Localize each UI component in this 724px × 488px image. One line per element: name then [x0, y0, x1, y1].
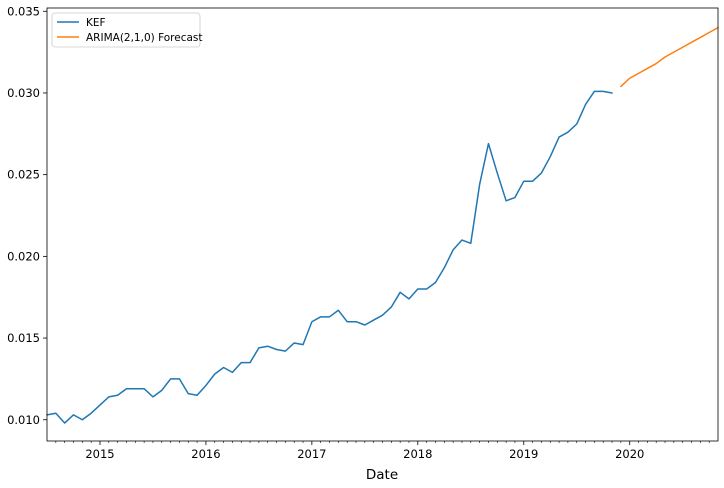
legend: KEF ARIMA(2,1,0) Forecast	[51, 12, 203, 48]
x-axis-title: Date	[366, 467, 398, 483]
y-axis: 0.010 0.015 0.020 0.025 0.030 0.035	[7, 4, 47, 427]
x-tick-label: 2018	[403, 447, 432, 461]
y-tick-label: 0.020	[7, 249, 40, 263]
x-axis: 2015 2016 2017 2018 2019 2020	[55, 441, 710, 461]
plot-frame	[46, 7, 719, 442]
y-tick-label: 0.030	[7, 86, 40, 100]
series-layer	[46, 26, 719, 424]
legend-label-forecast: ARIMA(2,1,0) Forecast	[86, 32, 203, 44]
x-tick-label: 2016	[191, 447, 220, 461]
series-line-forecast	[620, 26, 719, 88]
x-tick-label: 2015	[85, 447, 114, 461]
x-tick-label: 2017	[297, 447, 326, 461]
legend-label-kef: KEF	[86, 17, 106, 29]
y-tick-label: 0.035	[7, 4, 40, 18]
y-tick-label: 0.010	[7, 413, 40, 427]
legend-box	[51, 12, 201, 48]
y-tick-label: 0.025	[7, 168, 40, 182]
x-tick-label: 2019	[509, 447, 538, 461]
y-tick-label: 0.015	[7, 331, 40, 345]
series-line-kef	[46, 90, 613, 424]
x-tick-label: 2020	[615, 447, 644, 461]
plot-area	[47, 8, 718, 441]
